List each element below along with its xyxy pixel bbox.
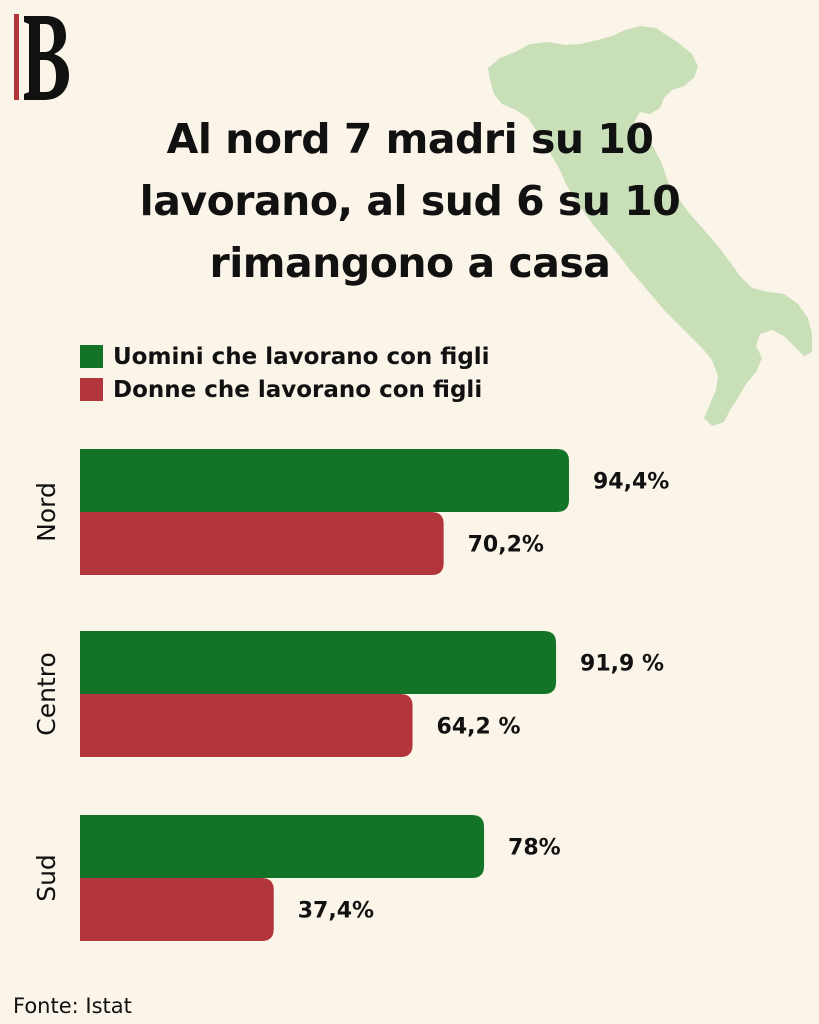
chart-title: Al nord 7 madri su 10 lavorano, al sud 6… (139, 115, 681, 287)
bar-nord-women (80, 512, 444, 575)
data-label-sud-men: 78% (508, 836, 561, 861)
bar-sud-men (80, 815, 485, 878)
bar-centro-men (80, 631, 557, 694)
source-note: Fonte: Istat (13, 994, 132, 1018)
data-label-centro-women: 64,2 % (437, 715, 521, 740)
category-label-sud: Sud (32, 854, 61, 902)
data-label-centro-men: 91,9 % (580, 652, 664, 677)
legend: Uomini che lavorano con figli Donne che … (80, 340, 490, 406)
category-label-nord: Nord (32, 482, 61, 542)
category-label-centro: Centro (32, 652, 61, 736)
legend-label-men: Uomini che lavorano con figli (113, 343, 490, 370)
data-label-nord-men: 94,4% (593, 470, 669, 495)
data-label-sud-women: 37,4% (298, 899, 374, 924)
legend-swatch-men (80, 345, 103, 368)
legend-label-women: Donne che lavorano con figli (113, 376, 483, 403)
b-monogram-logo-icon (14, 14, 69, 100)
bar-centro-women (80, 694, 413, 757)
data-label-nord-women: 70,2% (468, 533, 544, 558)
legend-item-men: Uomini che lavorano con figli (80, 340, 490, 373)
bar-sud-women (80, 878, 274, 941)
legend-swatch-women (80, 378, 103, 401)
bar-nord-men (80, 449, 569, 512)
legend-item-women: Donne che lavorano con figli (80, 373, 490, 406)
